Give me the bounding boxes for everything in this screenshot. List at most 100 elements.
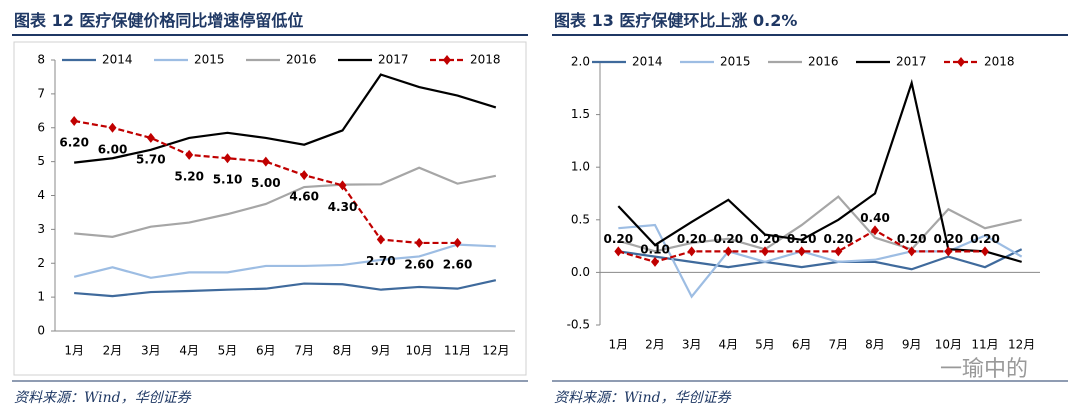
x-tick-label: 3月 <box>141 344 161 358</box>
legend-label: 2014 <box>632 55 663 69</box>
marker <box>687 246 696 257</box>
series-line <box>74 279 497 298</box>
marker <box>261 156 270 167</box>
data-label: 0.10 <box>640 242 670 256</box>
series-line <box>73 119 458 245</box>
marker <box>453 237 462 248</box>
y-tick-label: 0.5 <box>571 212 590 226</box>
y-tick-label: 1.5 <box>571 107 590 121</box>
series-line <box>618 248 1023 271</box>
x-tick-label: 2月 <box>103 344 123 358</box>
data-label: 2.70 <box>366 254 396 268</box>
legend-marker <box>443 55 451 65</box>
x-tick-label: 8月 <box>333 344 353 358</box>
series-line <box>618 229 985 264</box>
watermark: 一瑜中的 <box>940 357 1028 382</box>
data-label: 4.60 <box>289 190 319 204</box>
data-label: 5.10 <box>213 173 243 187</box>
series-line <box>74 73 497 164</box>
data-label: 5.20 <box>174 169 204 183</box>
x-tick-label: 4月 <box>719 338 739 352</box>
data-label: 0.20 <box>604 232 634 246</box>
data-label: 0.20 <box>677 232 707 246</box>
marker <box>338 180 347 191</box>
marker <box>146 132 155 143</box>
marker <box>300 170 309 181</box>
y-tick-label: 2.0 <box>571 55 590 69</box>
legend-label: 2015 <box>720 55 751 69</box>
data-label: 6.00 <box>98 142 128 156</box>
y-tick-label: 0 <box>37 324 45 338</box>
y-tick-label: 1 <box>37 290 45 304</box>
marker <box>70 115 79 126</box>
marker <box>944 246 953 257</box>
x-tick-label: 7月 <box>829 338 849 352</box>
x-tick-label: 4月 <box>179 344 199 358</box>
x-tick-label: 12月 <box>1008 338 1035 352</box>
source: 资料来源：Wind，华创证券 <box>14 390 192 406</box>
marker <box>871 225 879 236</box>
data-label: 0.20 <box>824 232 854 246</box>
y-tick-label: 3 <box>37 222 45 236</box>
x-tick-label: 11月 <box>971 338 998 352</box>
y-tick-label: 0.0 <box>571 265 590 279</box>
y-tick-label: 7 <box>37 86 45 100</box>
x-tick-label: 6月 <box>792 338 812 352</box>
data-label: 0.20 <box>897 232 927 246</box>
data-label: 6.20 <box>59 135 89 149</box>
legend-label: 2017 <box>896 55 927 69</box>
chart-title: 图表 13 医疗保健环比上涨 0.2% <box>554 11 797 30</box>
data-label: 0.20 <box>787 232 817 246</box>
chart-title: 图表 12 医疗保健价格同比增速停留低位 <box>14 11 303 30</box>
data-label: 5.00 <box>251 176 281 190</box>
x-tick-label: 2月 <box>645 338 665 352</box>
source: 资料来源：Wind，华创证券 <box>554 390 732 406</box>
marker <box>834 246 843 257</box>
data-label: 4.30 <box>328 200 358 214</box>
x-tick-label: 9月 <box>902 338 922 352</box>
legend-label: 2017 <box>378 53 409 67</box>
y-tick-label: 4 <box>37 188 45 202</box>
marker <box>797 246 806 257</box>
x-tick-label: 9月 <box>371 344 391 358</box>
marker <box>108 122 117 133</box>
series-line <box>618 195 1022 253</box>
data-label: 2.60 <box>443 257 473 271</box>
legend-label: 2015 <box>194 53 225 67</box>
y-tick-label: -0.5 <box>567 318 590 332</box>
legend-marker <box>957 57 965 67</box>
x-tick-label: 10月 <box>406 344 433 358</box>
series-line <box>73 243 496 279</box>
series-line <box>617 78 1022 263</box>
marker <box>724 246 733 257</box>
x-tick-label: 12月 <box>482 344 509 358</box>
legend-label: 2016 <box>808 55 839 69</box>
marker <box>415 237 424 248</box>
x-tick-label: 7月 <box>294 344 314 358</box>
x-tick-label: 5月 <box>755 338 775 352</box>
data-label: 0.20 <box>714 232 744 246</box>
x-tick-label: 10月 <box>935 338 962 352</box>
data-label: 2.60 <box>404 257 434 271</box>
chart-frame <box>13 41 527 376</box>
data-label: 0.20 <box>970 232 1000 246</box>
legend-label: 2018 <box>470 53 501 67</box>
y-tick-label: 8 <box>37 53 45 67</box>
data-label: 5.70 <box>136 152 166 166</box>
x-tick-label: 5月 <box>218 344 238 358</box>
marker <box>614 246 623 257</box>
marker <box>376 234 385 245</box>
x-tick-label: 11月 <box>444 344 471 358</box>
marker <box>981 246 989 257</box>
series-line <box>74 166 497 238</box>
y-tick-label: 6 <box>37 120 45 134</box>
y-tick-label: 1.0 <box>571 160 590 174</box>
data-label: 0.20 <box>750 232 780 246</box>
x-tick-label: 6月 <box>256 344 276 358</box>
marker <box>223 153 232 164</box>
legend-label: 2016 <box>286 53 317 67</box>
x-tick-label: 8月 <box>865 338 885 352</box>
legend-label: 2018 <box>984 55 1015 69</box>
data-label: 0.40 <box>860 211 890 225</box>
